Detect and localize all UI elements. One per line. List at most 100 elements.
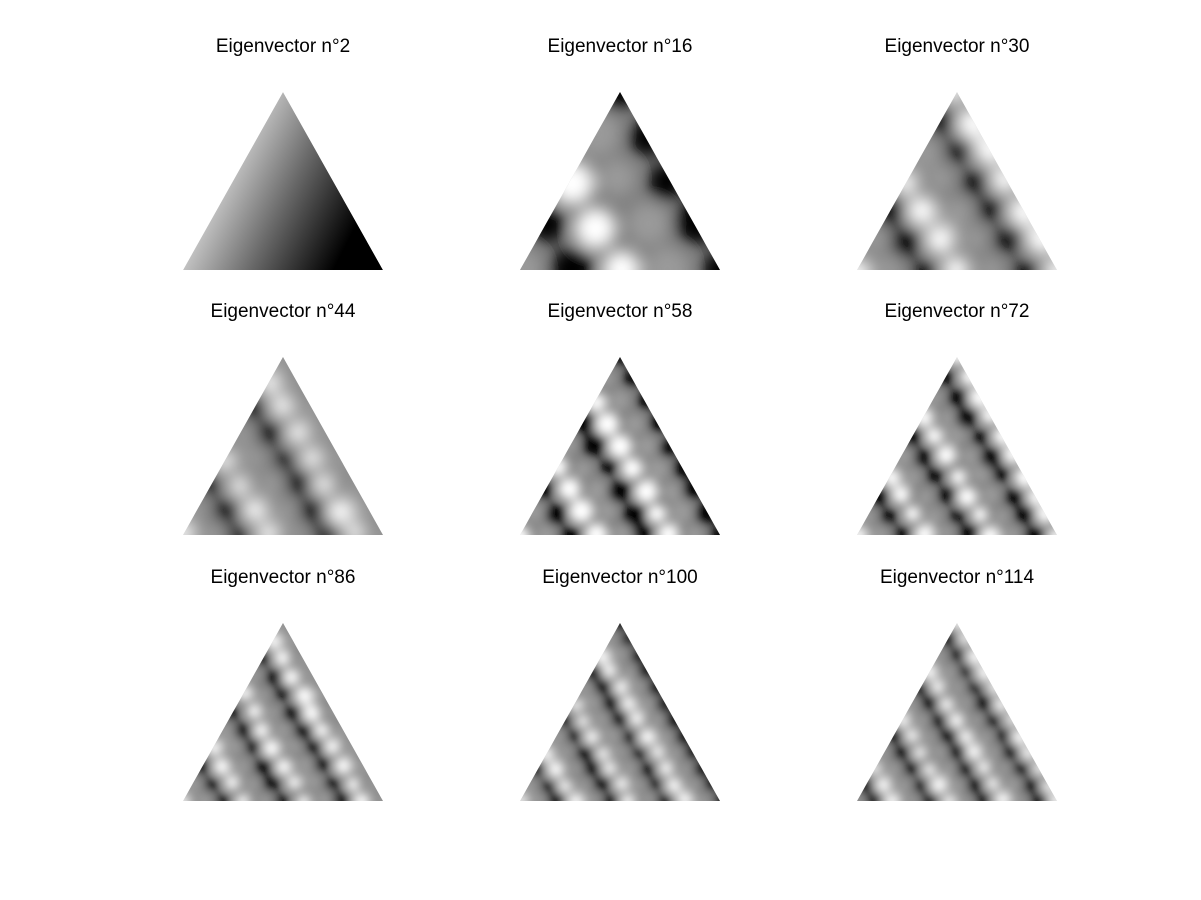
- pattern-blob: [996, 761, 1011, 775]
- pattern-blob: [314, 722, 330, 739]
- pattern-blob: [949, 777, 966, 795]
- pattern-blob: [285, 524, 306, 535]
- pattern-blob: [867, 761, 882, 775]
- pattern-blob: [893, 170, 918, 195]
- pattern-blob: [972, 429, 989, 446]
- panel-eigenvector-58: Eigenvector n°58: [520, 301, 720, 535]
- pattern-blob: [271, 499, 296, 524]
- pattern-blob: [214, 497, 240, 523]
- pattern-blob: [930, 679, 946, 695]
- pattern-blob: [183, 521, 196, 535]
- pattern-blob: [558, 477, 581, 500]
- pattern-blob: [602, 250, 641, 270]
- pattern-blob: [315, 521, 339, 535]
- pattern-blob: [236, 684, 253, 701]
- pattern-blob: [297, 394, 325, 422]
- eigenvector-heatmap: [183, 357, 383, 535]
- pattern-blob: [595, 678, 612, 695]
- pattern-blob: [1005, 712, 1019, 727]
- pattern-blob: [641, 792, 656, 801]
- pattern-blob: [903, 697, 919, 713]
- pattern-blob: [640, 762, 656, 778]
- pattern-blob: [868, 525, 890, 535]
- pattern-blob: [629, 711, 645, 727]
- pattern-blob: [913, 746, 927, 760]
- pattern-blob: [980, 406, 999, 425]
- pattern-blob: [646, 247, 689, 270]
- pattern-blob: [1047, 527, 1057, 535]
- pattern-blob: [985, 713, 1000, 728]
- pattern-blob: [611, 357, 631, 366]
- pattern-blob: [678, 762, 692, 776]
- pattern-blob: [559, 525, 582, 535]
- pattern-blob: [334, 756, 353, 775]
- pattern-blob: [938, 410, 955, 426]
- pattern-blob: [528, 205, 567, 244]
- pattern-blob: [632, 746, 647, 761]
- pattern-blob: [608, 389, 631, 412]
- pattern-blob: [1013, 761, 1029, 777]
- pattern-blob: [665, 777, 683, 794]
- pattern-blob: [714, 793, 720, 801]
- pattern-blob: [257, 420, 283, 446]
- pattern-blob: [602, 663, 618, 678]
- pattern-blob: [622, 502, 647, 527]
- pattern-blob: [674, 198, 720, 245]
- pattern-blob: [574, 207, 616, 249]
- pattern-blob: [857, 526, 868, 535]
- pattern-blob: [649, 412, 670, 433]
- pattern-blob: [972, 506, 988, 523]
- pattern-blob: [957, 761, 973, 777]
- pattern-blob: [941, 794, 957, 801]
- pattern-blob: [264, 632, 283, 650]
- pattern-blob: [371, 522, 383, 535]
- pattern-blob: [608, 434, 632, 459]
- pattern-blob: [1043, 257, 1057, 270]
- eigenvector-heatmap: [857, 92, 1057, 270]
- pattern-blob: [264, 705, 280, 721]
- pattern-blob: [1003, 444, 1023, 465]
- pattern-blob: [572, 410, 596, 434]
- pattern-blob: [860, 225, 888, 252]
- pattern-blob: [622, 369, 641, 388]
- pattern-blob: [969, 713, 983, 727]
- pattern-blob: [529, 792, 546, 801]
- pattern-blob: [614, 776, 629, 792]
- pattern-blob: [599, 457, 618, 476]
- pattern-blob: [634, 480, 658, 504]
- pattern-blob: [596, 746, 610, 761]
- panel-title: Eigenvector n°114: [880, 567, 1035, 588]
- pattern-blob: [631, 679, 646, 694]
- pattern-blob: [294, 686, 314, 706]
- pattern-blob: [965, 743, 983, 761]
- pattern-blob: [969, 386, 991, 408]
- pattern-blob: [925, 427, 943, 445]
- pattern-blob: [528, 760, 546, 777]
- pattern-blob: [956, 406, 978, 429]
- pattern-blob: [987, 680, 1002, 695]
- pattern-blob: [1001, 526, 1021, 535]
- pattern-blob: [914, 524, 935, 535]
- pattern-blob: [891, 485, 911, 504]
- pattern-blob: [593, 647, 611, 665]
- panel-title: Eigenvector n°2: [216, 36, 350, 57]
- pattern-blob: [599, 159, 635, 196]
- pattern-blob: [229, 422, 254, 447]
- pattern-blob: [930, 776, 948, 794]
- pattern-blob: [627, 202, 670, 245]
- pattern-blob: [958, 663, 973, 678]
- pattern-blob: [636, 391, 656, 410]
- pattern-blob: [1014, 504, 1035, 525]
- pattern-blob: [254, 688, 270, 704]
- pattern-blob: [326, 703, 342, 719]
- pattern-blob: [996, 728, 1011, 743]
- pattern-blob: [650, 745, 665, 760]
- pattern-blob: [950, 623, 967, 630]
- pattern-blob: [559, 436, 578, 455]
- pattern-blob: [886, 727, 903, 744]
- pattern-blob: [257, 523, 280, 535]
- pattern-blob: [893, 745, 910, 761]
- pattern-blob: [183, 794, 191, 801]
- pattern-blob: [621, 632, 635, 647]
